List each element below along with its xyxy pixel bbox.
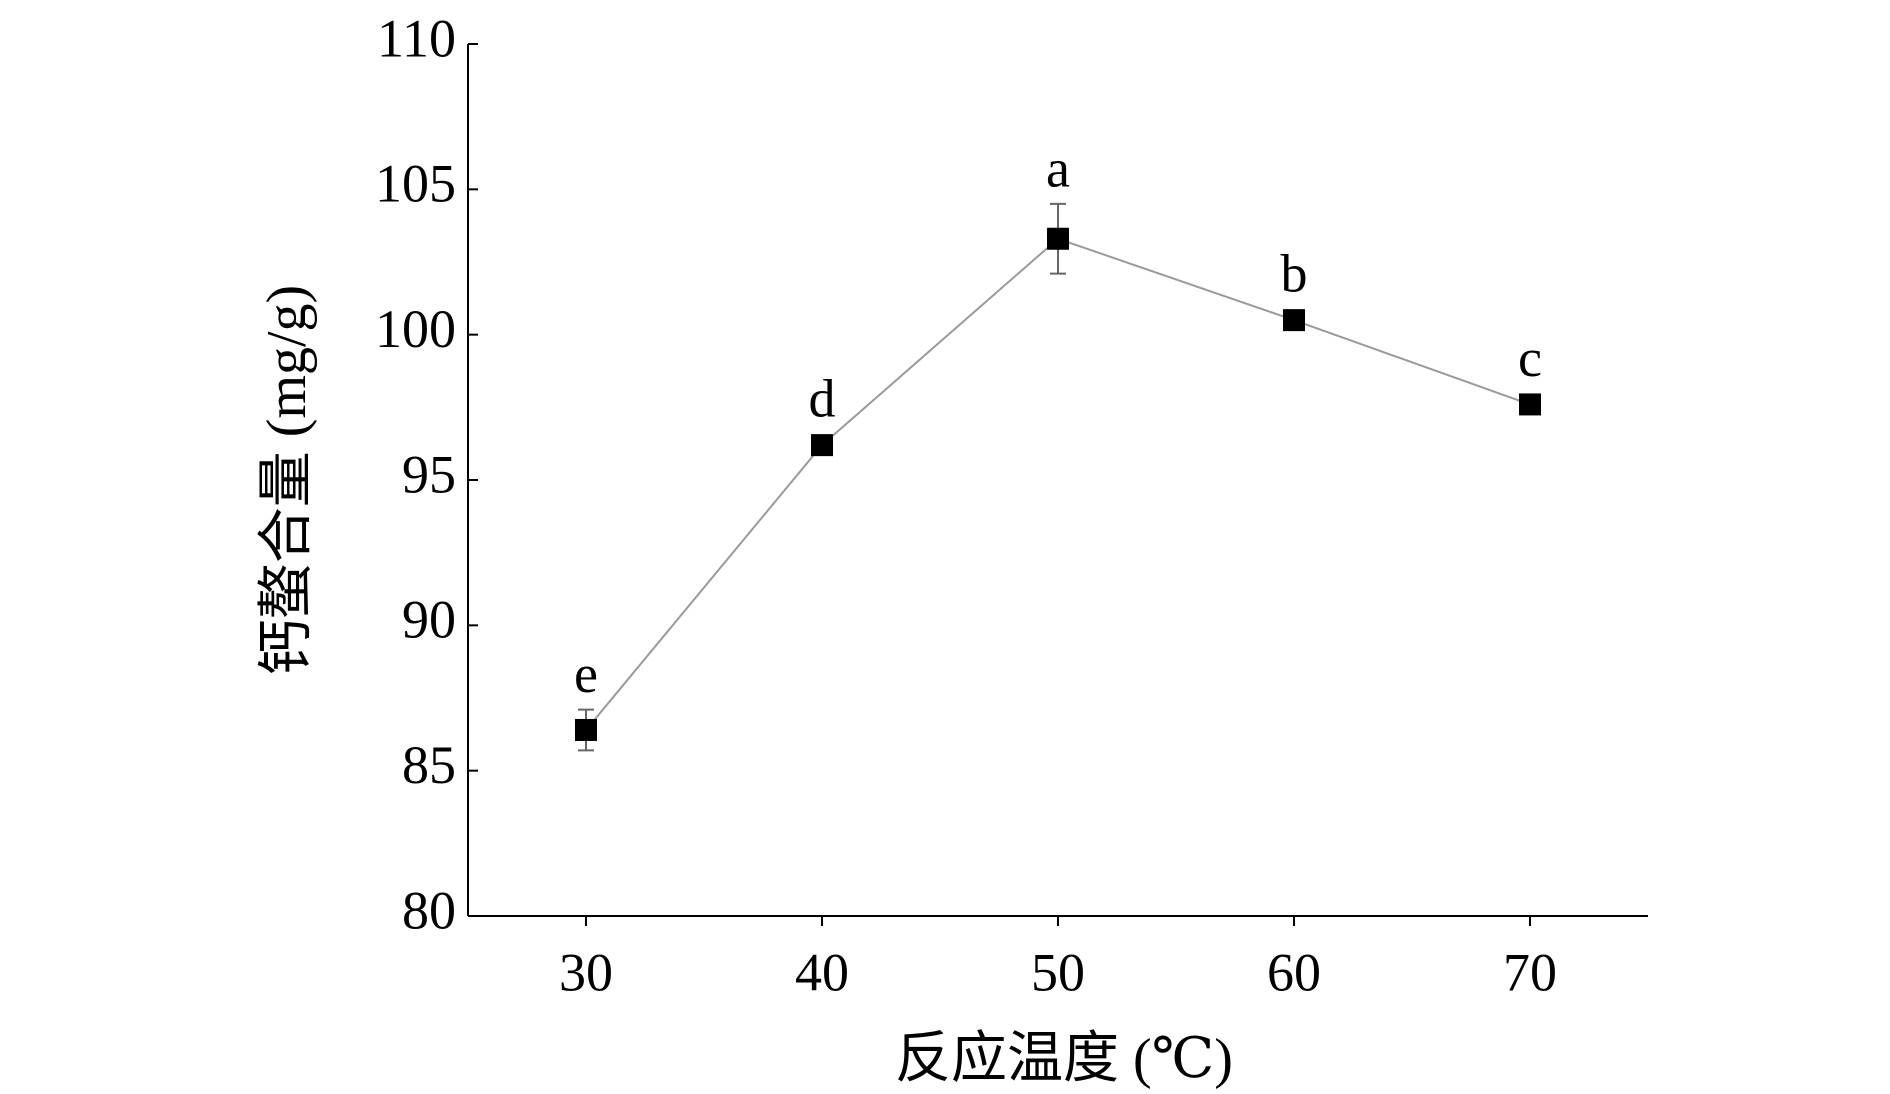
y-tick-label: 100 xyxy=(375,299,456,359)
point-label: d xyxy=(809,369,836,429)
marker xyxy=(1283,309,1305,332)
point-label: a xyxy=(1046,138,1070,198)
y-tick-label: 110 xyxy=(377,8,456,68)
x-tick-label: 60 xyxy=(1267,942,1321,1002)
marker xyxy=(575,718,597,741)
marker xyxy=(811,434,833,457)
y-tick-label: 95 xyxy=(402,444,456,504)
y-tick-label: 80 xyxy=(402,880,456,940)
y-tick-label: 90 xyxy=(402,590,456,650)
point-label: e xyxy=(574,644,598,704)
y-tick-label: 85 xyxy=(402,735,456,795)
x-axis-label: 反应温度 (℃) xyxy=(895,1028,1233,1090)
point-label: b xyxy=(1281,244,1308,304)
x-tick-label: 50 xyxy=(1031,942,1085,1002)
x-tick-label: 30 xyxy=(559,942,613,1002)
x-tick-label: 40 xyxy=(795,942,849,1002)
y-tick-label: 105 xyxy=(375,154,456,214)
x-tick-label: 70 xyxy=(1503,942,1557,1002)
marker xyxy=(1047,227,1069,250)
data-line xyxy=(585,237,1531,731)
marker xyxy=(1519,393,1541,416)
point-label: c xyxy=(1518,328,1542,388)
y-axis-label: 钙螯合量 (mg/g) xyxy=(256,285,318,675)
